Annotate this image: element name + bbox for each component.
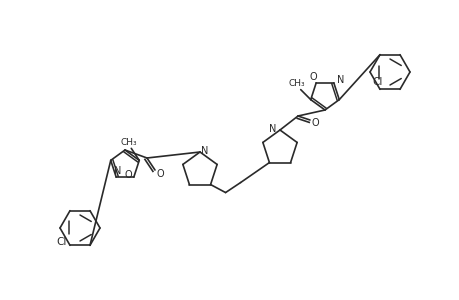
Text: N: N	[114, 166, 122, 176]
Text: CH₃: CH₃	[288, 79, 304, 88]
Text: O: O	[309, 72, 316, 82]
Text: N: N	[336, 75, 344, 85]
Text: CH₃: CH₃	[121, 138, 137, 147]
Text: O: O	[156, 169, 163, 179]
Text: N: N	[269, 124, 276, 134]
Text: Cl: Cl	[372, 77, 382, 87]
Text: O: O	[310, 118, 318, 128]
Text: O: O	[124, 170, 131, 180]
Text: Cl: Cl	[57, 237, 67, 247]
Text: N: N	[201, 146, 208, 156]
